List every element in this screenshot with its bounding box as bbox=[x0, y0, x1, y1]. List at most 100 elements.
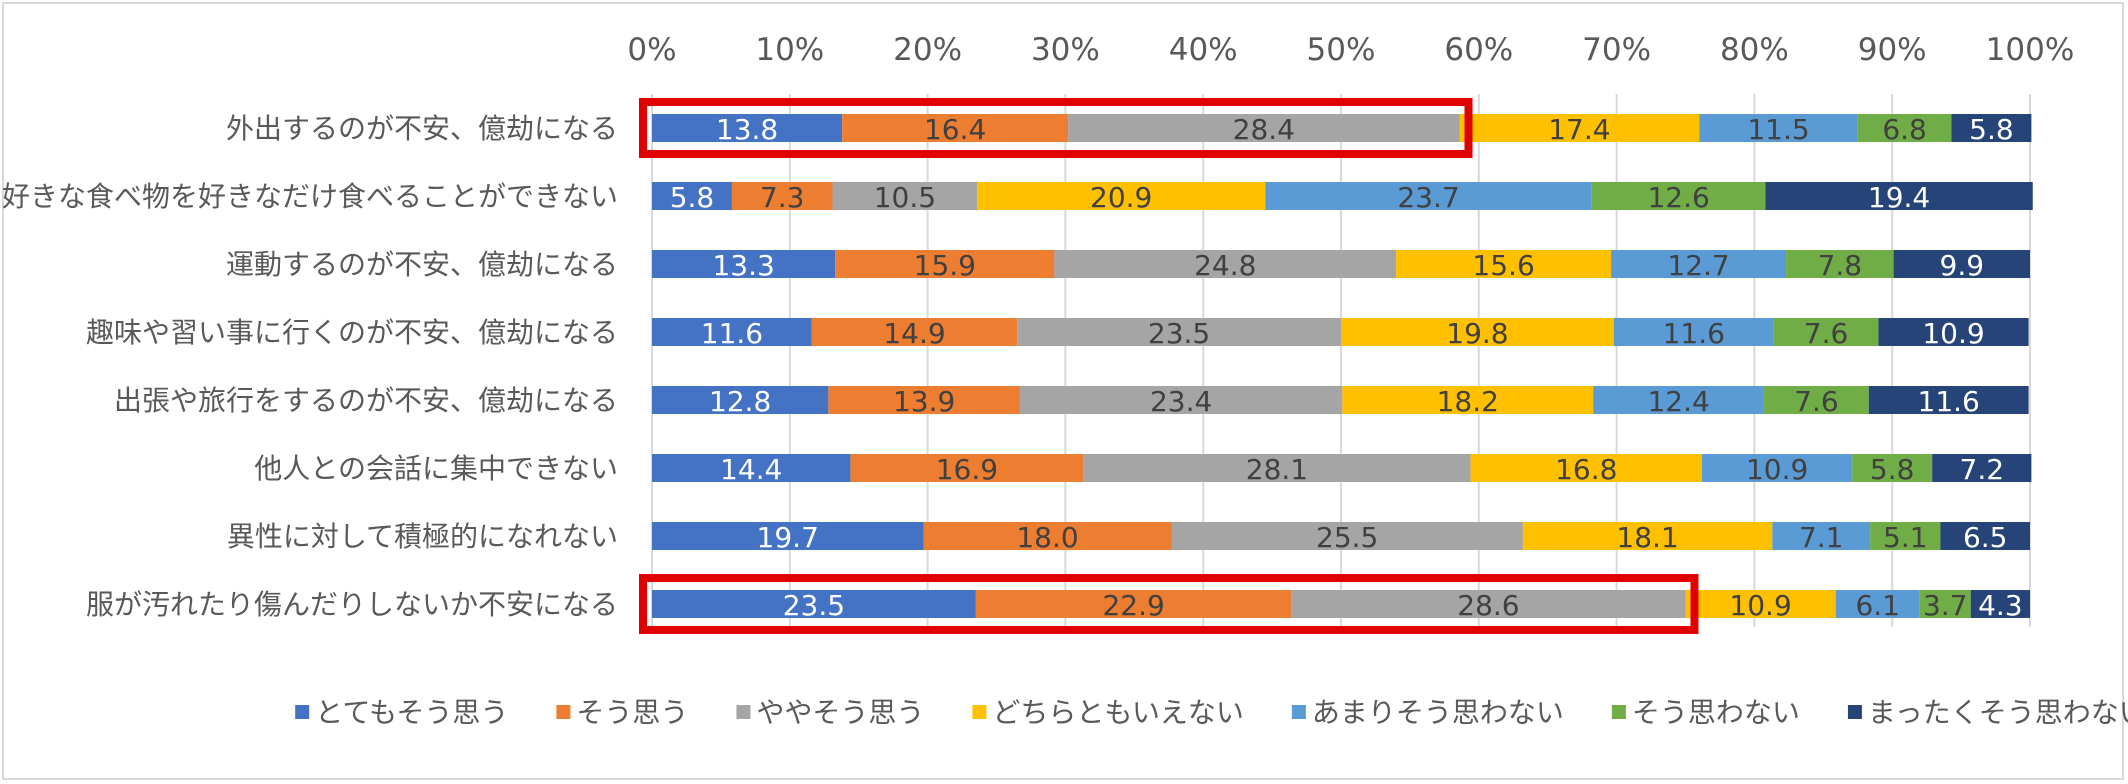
x-tick-label: 0% bbox=[627, 32, 676, 68]
bar-segment bbox=[1951, 114, 2032, 142]
legend-swatch bbox=[295, 705, 310, 719]
legend-label: まったくそう思わない bbox=[1868, 696, 2128, 729]
data-label: 7.8 bbox=[1818, 249, 1863, 282]
category-label: 出張や旅行をするのが不安、億劫になる bbox=[114, 384, 618, 417]
data-label: 6.5 bbox=[1963, 521, 2008, 554]
bar-segment bbox=[652, 454, 851, 482]
data-label: 23.5 bbox=[783, 589, 845, 622]
bar-segment bbox=[1699, 114, 1858, 142]
bar-segment bbox=[811, 318, 1018, 346]
x-tick-label: 50% bbox=[1307, 32, 1376, 68]
category-label: 運動するのが不安、億劫になる bbox=[226, 248, 618, 281]
legend-swatch bbox=[1611, 705, 1626, 719]
category-label: 趣味や習い事に行くのが不安、億劫になる bbox=[86, 316, 618, 349]
bar-segment bbox=[1870, 522, 1941, 550]
x-tick-label: 30% bbox=[1031, 32, 1100, 68]
x-tick-label: 100% bbox=[1986, 32, 2075, 68]
data-labels: 13.8 16.4 28.4 17.4 11.5 6.8 5.8 5.8 7.3 10.5 20.9… bbox=[670, 113, 2023, 622]
legend-swatch bbox=[556, 705, 571, 719]
category-label: 異性に対して積極的になれない bbox=[227, 520, 618, 553]
bar-segment bbox=[1593, 386, 1765, 414]
bar-segment bbox=[1765, 182, 2033, 210]
data-label: 7.2 bbox=[1960, 453, 2005, 486]
data-label: 3.7 bbox=[1923, 589, 1968, 622]
bar-segment bbox=[1685, 590, 1836, 618]
data-label: 11.6 bbox=[1918, 385, 1980, 418]
bar-segment bbox=[1083, 454, 1471, 482]
x-tick-label: 60% bbox=[1444, 32, 1513, 68]
bar-segment bbox=[731, 182, 833, 210]
bar-segment bbox=[1919, 590, 1971, 618]
bar-segment bbox=[1470, 454, 1703, 482]
category-label: 他人との会話に集中できない bbox=[254, 452, 618, 485]
bar-segment bbox=[1702, 454, 1853, 482]
legend-swatch bbox=[1847, 705, 1862, 719]
bar-segment bbox=[1764, 386, 1869, 414]
data-label: 7.6 bbox=[1794, 385, 1839, 418]
bar-segment bbox=[652, 386, 829, 414]
data-label: 11.6 bbox=[1663, 317, 1725, 350]
data-label: 18.0 bbox=[1016, 521, 1078, 554]
legend: とてもそう思う そう思う ややそう思う どちらともいえない あまりそう思わない そう思わな… bbox=[295, 696, 2128, 729]
bar-segment bbox=[977, 182, 1266, 210]
bar-segment bbox=[1786, 250, 1894, 278]
data-label: 5.1 bbox=[1883, 521, 1928, 554]
bar-segment bbox=[1068, 114, 1460, 142]
bar-segment bbox=[1940, 522, 2030, 550]
bar-segment bbox=[1878, 318, 2029, 346]
bar-segment bbox=[1773, 318, 1879, 346]
data-label: 7.3 bbox=[760, 181, 805, 214]
category-label: 好きな食べ物を好きなだけ食べることができない bbox=[2, 180, 618, 213]
data-label: 10.9 bbox=[1922, 317, 1984, 350]
x-tick-label: 70% bbox=[1582, 32, 1651, 68]
data-label: 16.4 bbox=[924, 113, 986, 146]
legend-label: とてもそう思う bbox=[315, 696, 508, 729]
data-label: 11.5 bbox=[1747, 113, 1809, 146]
bar-segment bbox=[1835, 590, 1920, 618]
data-label: 23.7 bbox=[1397, 181, 1459, 214]
x-tick-label: 90% bbox=[1858, 32, 1927, 68]
legend-label: あまりそう思わない bbox=[1312, 696, 1564, 729]
bar-segment bbox=[1857, 114, 1952, 142]
y-axis-categories: 外出するのが不安、億劫になる好きな食べ物を好きなだけ食べることができない運動する… bbox=[2, 112, 618, 621]
bar-segment bbox=[923, 522, 1172, 550]
bar-segment bbox=[652, 522, 924, 550]
x-axis-ticks: 0% 10% 20% 30% 40% 50% 60% 70% 80% 90% 100% bbox=[627, 32, 2074, 68]
legend-label: そう思う bbox=[576, 696, 688, 729]
bar-segments bbox=[652, 114, 2033, 618]
bar-segment bbox=[1265, 182, 1592, 210]
data-label: 24.8 bbox=[1194, 249, 1256, 282]
data-label: 25.5 bbox=[1316, 521, 1378, 554]
data-label: 5.8 bbox=[1870, 453, 1915, 486]
data-label: 12.8 bbox=[709, 385, 771, 418]
data-label: 7.1 bbox=[1799, 521, 1844, 554]
bar-segment bbox=[975, 590, 1292, 618]
bar-segment bbox=[1017, 318, 1341, 346]
bar-segment bbox=[652, 250, 836, 278]
bar-segment bbox=[1171, 522, 1523, 550]
bar-segment bbox=[835, 250, 1055, 278]
highlight-box bbox=[639, 574, 1699, 634]
bar-segment bbox=[1019, 386, 1343, 414]
data-label: 15.6 bbox=[1472, 249, 1534, 282]
bar-segment bbox=[1932, 454, 2032, 482]
bar-segment bbox=[652, 590, 976, 618]
data-label: 11.6 bbox=[701, 317, 763, 350]
data-label: 16.8 bbox=[1555, 453, 1617, 486]
bar-segment bbox=[1613, 318, 1774, 346]
bar-segment bbox=[1522, 522, 1773, 550]
x-tick-label: 40% bbox=[1169, 32, 1238, 68]
bar-segment bbox=[842, 114, 1069, 142]
bar-segment bbox=[1054, 250, 1397, 278]
data-label: 19.8 bbox=[1446, 317, 1508, 350]
x-tick-label: 20% bbox=[893, 32, 962, 68]
x-tick-label: 80% bbox=[1720, 32, 1789, 68]
data-label: 4.3 bbox=[1978, 589, 2023, 622]
legend-label: そう思わない bbox=[1632, 696, 1800, 729]
data-label: 19.4 bbox=[1868, 181, 1930, 214]
data-label: 5.8 bbox=[670, 181, 715, 214]
highlight-box bbox=[639, 98, 1473, 158]
bar-segment bbox=[1342, 386, 1594, 414]
data-label: 23.4 bbox=[1150, 385, 1212, 418]
bar-segment bbox=[850, 454, 1084, 482]
